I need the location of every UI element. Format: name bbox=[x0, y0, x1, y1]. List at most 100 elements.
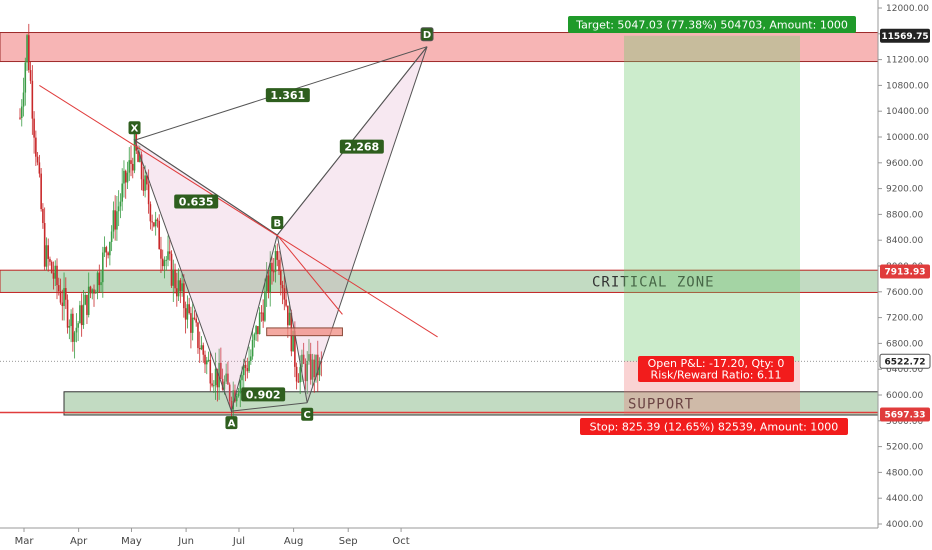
candle-body bbox=[86, 294, 88, 315]
entry-box[interactable] bbox=[266, 327, 343, 337]
candle-body bbox=[133, 134, 136, 171]
candle-body bbox=[232, 390, 235, 410]
candle-body bbox=[230, 400, 233, 410]
candle-body bbox=[183, 283, 185, 309]
candle-body bbox=[73, 332, 76, 342]
candle-body bbox=[191, 317, 194, 333]
candle-body bbox=[250, 356, 252, 362]
price-tag bbox=[880, 264, 930, 279]
y-tick-label: 7600.00 bbox=[886, 288, 923, 298]
resistance-zone bbox=[0, 32, 879, 63]
candle-body bbox=[186, 304, 189, 320]
candle-body bbox=[184, 308, 187, 320]
candle-body bbox=[272, 271, 275, 273]
candle-body bbox=[87, 286, 90, 315]
candle-body bbox=[26, 35, 28, 63]
y-tick-label: 4400.00 bbox=[886, 494, 923, 504]
candle-body bbox=[309, 354, 312, 380]
ratio-label: 1.361 bbox=[270, 89, 305, 102]
price-zones: CRITICAL ZONE SUPPORT bbox=[0, 32, 879, 416]
candle-body bbox=[94, 292, 97, 294]
candle-body bbox=[193, 317, 196, 319]
candle-body bbox=[174, 269, 176, 289]
candle-body bbox=[318, 360, 321, 376]
candle-body bbox=[264, 291, 266, 321]
x-tick-label: Jul bbox=[232, 536, 245, 547]
ratio-label: 2.268 bbox=[344, 141, 379, 154]
candle-body bbox=[140, 154, 143, 180]
ratio-badge bbox=[339, 139, 384, 154]
y-tick-label: 7200.00 bbox=[886, 314, 923, 324]
candle-body bbox=[271, 262, 273, 272]
candle-body bbox=[28, 35, 30, 71]
candle-body bbox=[237, 393, 240, 396]
candle-body bbox=[135, 134, 138, 151]
candle-body bbox=[20, 106, 23, 118]
stop-box bbox=[580, 418, 848, 435]
candle-body bbox=[248, 361, 250, 372]
y-tick-label: 8400.00 bbox=[886, 236, 923, 246]
y-tick-label: 12000.00 bbox=[886, 4, 929, 14]
point-badge-b bbox=[271, 216, 284, 230]
y-tick-label: 9600.00 bbox=[886, 159, 923, 169]
candle-body bbox=[276, 251, 279, 260]
candle-body bbox=[142, 179, 145, 191]
x-tick-label: Oct bbox=[392, 536, 409, 547]
price-tag-label: 6522.72 bbox=[885, 357, 926, 367]
candle-body bbox=[295, 366, 298, 382]
candle-body bbox=[38, 162, 41, 174]
point-label-a: A bbox=[228, 419, 236, 430]
candle-body bbox=[214, 368, 217, 386]
y-tick-label: 4000.00 bbox=[886, 520, 923, 530]
candle-body bbox=[105, 247, 108, 253]
candle-body bbox=[126, 172, 129, 183]
candle-body bbox=[116, 211, 118, 230]
candle-body bbox=[302, 354, 305, 364]
candle-body bbox=[168, 251, 171, 254]
candle-body bbox=[165, 259, 168, 261]
candle-body bbox=[190, 313, 192, 333]
price-tag bbox=[880, 28, 930, 43]
candle-body bbox=[172, 269, 175, 286]
candle-body bbox=[65, 288, 67, 300]
candle-body bbox=[154, 219, 157, 227]
x-tick-label: Mar bbox=[15, 536, 35, 547]
point-label-d: D bbox=[423, 30, 431, 41]
candle-body bbox=[96, 272, 99, 293]
point-label-b: B bbox=[273, 219, 281, 230]
price-tag bbox=[880, 407, 930, 422]
pnl-label: Open P&L: -17.20, Qty: 0 bbox=[648, 357, 785, 370]
candle-body bbox=[221, 378, 224, 390]
candle-body bbox=[43, 223, 46, 267]
candle-body bbox=[279, 270, 282, 285]
candle-body bbox=[304, 363, 307, 382]
candle-body bbox=[257, 326, 259, 335]
profit-area[interactable] bbox=[624, 35, 800, 362]
candle-body bbox=[59, 291, 62, 303]
candle-body bbox=[179, 280, 182, 292]
y-tick-label: 5200.00 bbox=[886, 443, 923, 453]
candle-body bbox=[137, 150, 139, 162]
candle-body bbox=[146, 175, 148, 185]
ratio-badge bbox=[265, 88, 310, 103]
candle-body bbox=[156, 219, 159, 221]
y-tick-label: 10000.00 bbox=[886, 133, 929, 143]
candle-body bbox=[161, 258, 164, 267]
candle-body bbox=[241, 375, 243, 381]
y-tick-label: 9200.00 bbox=[886, 185, 923, 195]
candle-body bbox=[147, 184, 150, 205]
candle-body bbox=[45, 245, 48, 267]
trendline-1[interactable] bbox=[39, 84, 438, 338]
ratio-label: 0.635 bbox=[179, 196, 214, 209]
ac-line bbox=[231, 402, 308, 412]
candle-body bbox=[110, 231, 113, 243]
harmonic-pattern[interactable] bbox=[39, 46, 438, 413]
candle-body bbox=[260, 312, 263, 314]
candle-body bbox=[301, 354, 303, 368]
point-badge-d bbox=[420, 27, 434, 42]
candle-body bbox=[102, 252, 104, 283]
trendline-2[interactable] bbox=[276, 234, 343, 315]
candle-body bbox=[24, 62, 27, 93]
point-badge-x bbox=[128, 121, 141, 135]
